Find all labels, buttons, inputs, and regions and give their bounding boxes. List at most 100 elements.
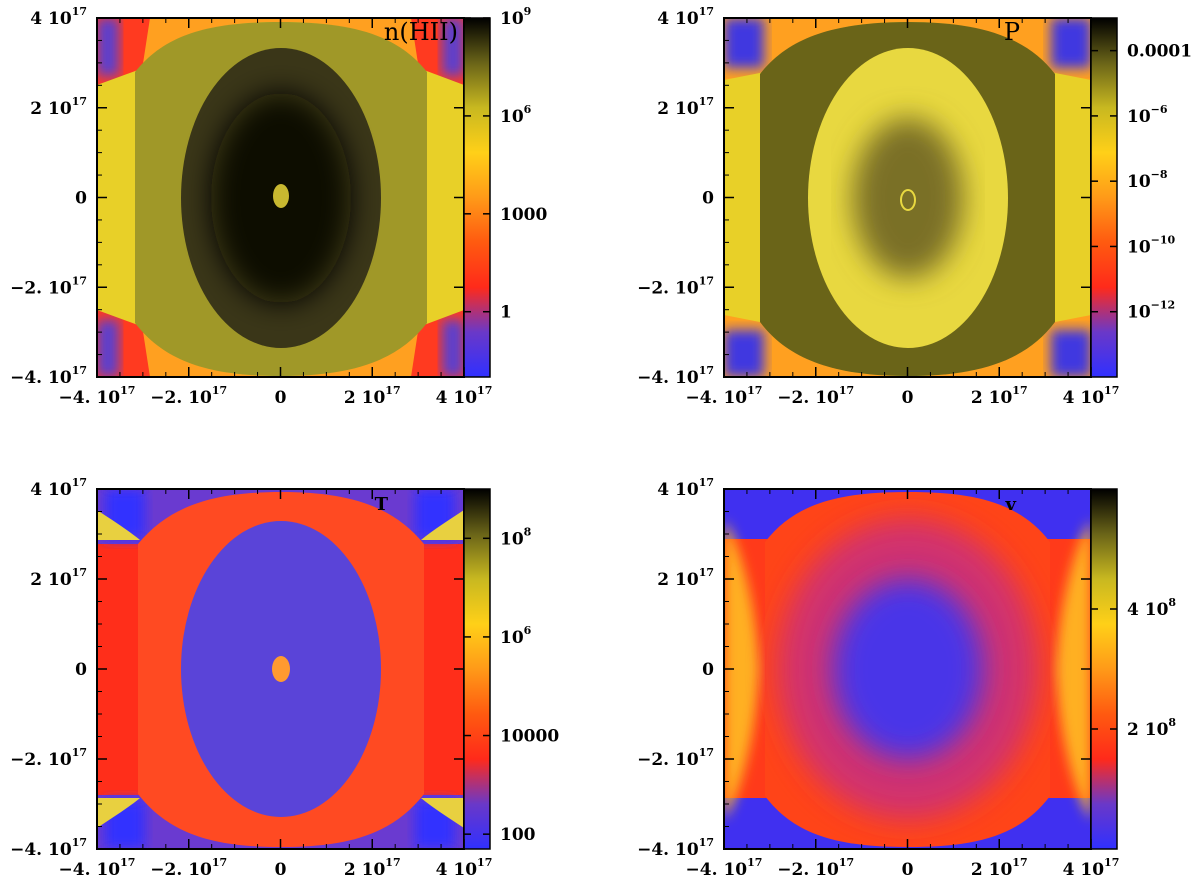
colorbar-tick-label: 1 — [500, 303, 512, 323]
panel-p: P −4. 1017 −2. 1017 0 2 1017 4 1017 4 1017 2 … — [637, 5, 1192, 408]
colorbar-tick-label: 100 — [500, 825, 536, 845]
corner-blue-top-left — [97, 18, 119, 76]
colorbar-tick-label: 108 — [500, 525, 532, 549]
y-axis: 4 1017 2 1017 0 −2. 1017 −4. 1017 — [637, 5, 1091, 388]
y-axis: 4 1017 2 1017 0 −2. 1017 −4. 1017 — [637, 476, 1091, 860]
colorbar — [463, 488, 491, 850]
y-tick-label: −4. 1017 — [637, 364, 714, 388]
y-tick-label: 0 — [75, 660, 87, 680]
shock-left — [724, 520, 760, 820]
y-tick-label: −4. 1017 — [10, 364, 87, 388]
x-tick-label: 4 1017 — [1063, 384, 1120, 408]
central-source — [900, 189, 916, 211]
central-source — [272, 656, 290, 682]
colorbar — [463, 17, 491, 378]
x-tick-label: 0 — [275, 388, 287, 408]
heatmap-v — [724, 489, 1091, 849]
x-tick-label: −2. 1017 — [150, 384, 227, 408]
colorbar-tick-label: 106 — [500, 103, 532, 127]
x-tick-label: 2 1017 — [344, 384, 401, 408]
y-tick-label: 2 1017 — [30, 566, 87, 590]
y-tick-label: 2 1017 — [657, 566, 714, 590]
shock-right — [1055, 520, 1091, 820]
colorbar-tick-label: 4 108 — [1127, 596, 1176, 620]
y-tick-label: 4 1017 — [30, 5, 87, 29]
y-tick-label: 4 1017 — [657, 476, 714, 500]
heatmap-p — [724, 18, 1091, 377]
colorbar-tick-label: 0.0001 — [1127, 42, 1192, 62]
shock-right-top — [421, 510, 464, 540]
colorbar — [1090, 488, 1118, 850]
x-tick-label: 2 1017 — [344, 856, 401, 880]
x-tick-label: −4. 1017 — [59, 384, 136, 408]
y-axis: 4 1017 2 1017 0 −2. 1017 −4. 1017 — [10, 5, 464, 388]
y-tick-label: 0 — [702, 660, 714, 680]
y-tick-label: −2. 1017 — [637, 274, 714, 298]
x-tick-label: −2. 1017 — [150, 856, 227, 880]
y-tick-label: 0 — [75, 189, 87, 209]
y-tick-label: 0 — [702, 189, 714, 209]
corner-blue-bottom-right — [1051, 330, 1091, 377]
corner-blue-bottom-right — [442, 320, 464, 377]
colorbar — [1090, 17, 1118, 378]
y-tick-label: −2. 1017 — [10, 746, 87, 770]
heatmap-t — [97, 489, 464, 849]
x-tick-label: −4. 1017 — [59, 856, 136, 880]
x-tick-label: −2. 1017 — [777, 384, 854, 408]
y-tick-label: 4 1017 — [657, 5, 714, 29]
central-source — [273, 184, 289, 208]
y-tick-label: −2. 1017 — [637, 746, 714, 770]
colorbar-tick-label: 1000 — [500, 205, 547, 225]
colorbar-tick-label: 2 108 — [1127, 716, 1176, 740]
colorbar-tick-label: 109 — [500, 5, 531, 29]
inner-core — [853, 118, 963, 278]
x-tick-label: 2 1017 — [971, 384, 1028, 408]
y-tick-label: 4 1017 — [30, 476, 87, 500]
panel-title: T — [375, 494, 389, 515]
x-axis: −4. 1017 −2. 1017 0 2 1017 4 1017 — [59, 18, 493, 408]
colorbar-tick-label: 10−10 — [1127, 233, 1176, 257]
corner-blue-top-left — [724, 18, 764, 68]
x-axis: −4. 1017 −2. 1017 0 2 1017 4 1017 — [59, 489, 493, 880]
panel-title: P — [1004, 18, 1020, 46]
colorbar-tick-label: 10−8 — [1127, 168, 1168, 192]
velocity-gradient-core — [833, 579, 983, 759]
y-tick-label: −2. 1017 — [10, 274, 87, 298]
x-tick-label: 2 1017 — [971, 856, 1028, 880]
panel-v: v −4. 1017 −2. 1017 0 2 1017 4 1017 4 1017 2 … — [637, 476, 1176, 880]
x-tick-label: −4. 1017 — [686, 384, 763, 408]
colorbar-tick-label: 106 — [500, 624, 532, 648]
panel-t: T −4. 1017 −2. 1017 0 2 1017 4 1017 4 1017 2 … — [10, 476, 559, 880]
x-tick-label: 4 1017 — [1063, 856, 1120, 880]
panel-nhii: n(HII) −4. 1017 −2. 1017 0 2 1017 4 1017 4 1… — [10, 5, 547, 408]
colorbar-tick-label: 10−12 — [1127, 299, 1175, 323]
x-axis: −4. 1017 −2. 1017 0 2 1017 4 1017 — [686, 489, 1120, 880]
panel-title: v — [1005, 494, 1017, 515]
heatmap-nhii — [97, 18, 464, 377]
colorbar-axis: 4 108 2 108 — [1091, 596, 1176, 740]
y-tick-label: 2 1017 — [657, 95, 714, 119]
colorbar-axis: 109 106 1000 1 — [464, 5, 547, 323]
corner-blue-top-right — [1051, 18, 1091, 68]
corner-blue-top-right — [442, 18, 464, 76]
x-tick-label: 4 1017 — [436, 384, 493, 408]
corner-blue-bottom-left — [97, 320, 119, 377]
colorbar-tick-label: 10−6 — [1127, 103, 1168, 127]
shock-left-top — [97, 510, 140, 540]
y-tick-label: −4. 1017 — [637, 836, 714, 860]
y-axis: 4 1017 2 1017 0 −2. 1017 −4. 1017 — [10, 476, 464, 860]
shock-left-bottom — [97, 798, 140, 828]
x-tick-label: 0 — [902, 388, 914, 408]
y-tick-label: 2 1017 — [30, 95, 87, 119]
colorbar-tick-label: 10000 — [500, 727, 559, 747]
x-tick-label: 0 — [275, 860, 287, 880]
colorbar-axis: 108 106 10000 100 — [464, 525, 559, 845]
corner-blue-bottom-left — [724, 330, 764, 377]
shock-right-bottom — [421, 798, 464, 828]
x-tick-label: −2. 1017 — [777, 856, 854, 880]
x-axis: −4. 1017 −2. 1017 0 2 1017 4 1017 — [686, 18, 1120, 408]
x-tick-label: 4 1017 — [436, 856, 493, 880]
x-tick-label: 0 — [902, 860, 914, 880]
panel-title: n(HII) — [384, 18, 458, 46]
